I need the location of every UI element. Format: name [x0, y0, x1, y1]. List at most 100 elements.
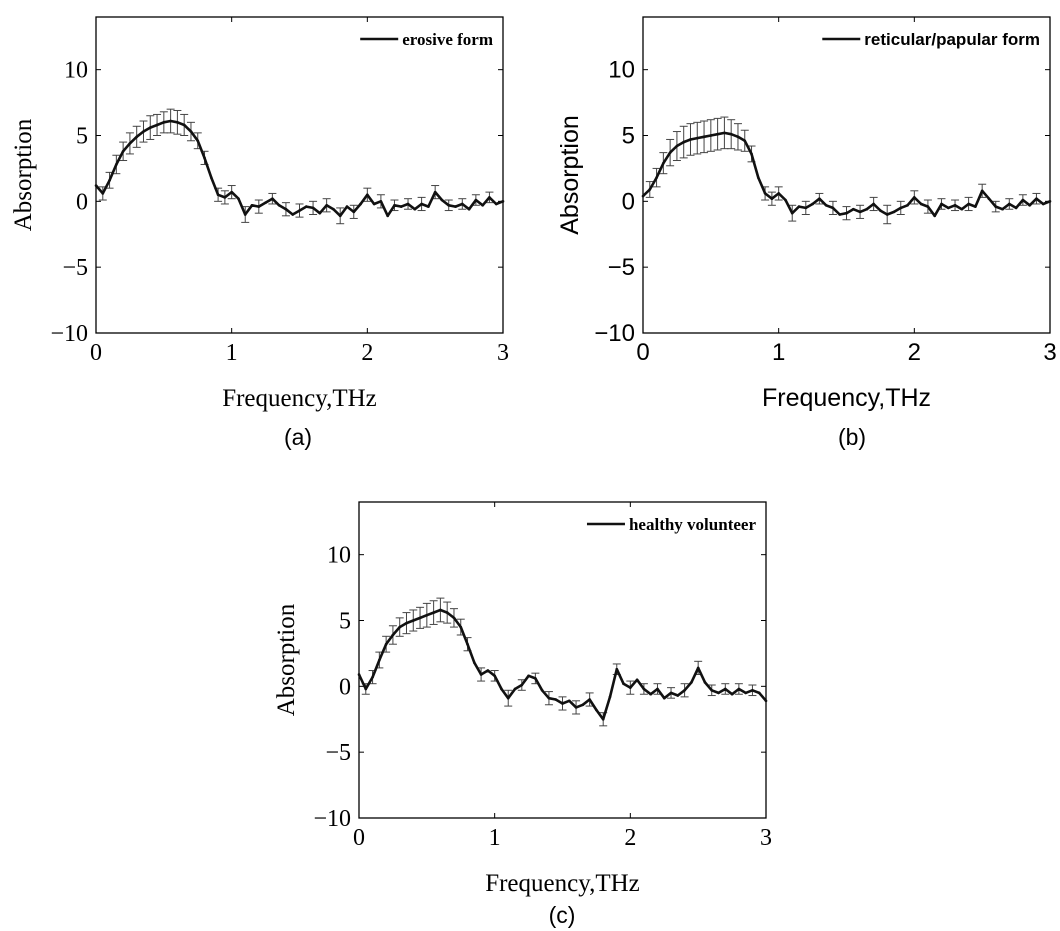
data-point	[797, 205, 801, 208]
plot-frame	[358, 501, 767, 819]
data-point	[770, 197, 774, 200]
data-point	[445, 611, 449, 614]
chart-panel-a: 0 1 2 3 −10 −5 0 5 10 Frequency,THz Absorption (a) e…	[10, 16, 509, 450]
data-point	[682, 140, 685, 144]
data-point	[466, 642, 469, 646]
data-point	[554, 698, 558, 701]
data-point	[764, 699, 768, 703]
y-tick-label: −10	[313, 806, 351, 832]
chart-panel-b: 0 1 2 3 −10 −5 0 5 10 Frequency,THz Absorption (b) r…	[556, 16, 1057, 450]
data-point	[427, 205, 430, 208]
data-point	[744, 691, 747, 695]
data-point	[994, 205, 998, 208]
data-point	[1035, 197, 1038, 200]
y-tick-label: −10	[50, 321, 88, 347]
data-point	[919, 202, 923, 206]
data-point	[311, 206, 315, 210]
x-tick-label: 2	[624, 825, 636, 851]
data-point	[148, 126, 152, 129]
data-point	[366, 193, 369, 197]
data-point	[784, 198, 787, 202]
y-axis-label: Absorption	[273, 603, 300, 716]
x-tick-label: 1	[489, 825, 501, 851]
data-point	[641, 194, 645, 198]
data-point	[622, 682, 625, 685]
panel-caption: (c)	[549, 902, 576, 928]
data-point	[250, 203, 254, 207]
data-point	[668, 151, 672, 154]
data-point	[378, 658, 381, 662]
x-axis-label: Frequency,THz	[762, 384, 931, 412]
panel-caption: (a)	[284, 424, 312, 450]
data-point	[696, 666, 700, 670]
data-point	[777, 192, 780, 195]
data-point	[196, 139, 200, 143]
data-point	[763, 192, 767, 195]
data-point	[486, 669, 490, 672]
data-point	[237, 197, 240, 200]
data-point	[108, 178, 111, 182]
data-point	[811, 202, 814, 206]
data-point	[155, 123, 159, 127]
data-point	[885, 213, 889, 216]
data-point	[601, 717, 605, 721]
data-point	[683, 688, 686, 692]
data-point	[1048, 200, 1052, 203]
data-point	[790, 211, 794, 215]
data-point	[588, 698, 591, 701]
data-point	[432, 611, 435, 614]
data-point	[121, 150, 125, 153]
data-point	[364, 687, 368, 691]
data-point	[325, 203, 328, 207]
data-point	[332, 207, 335, 211]
y-tick-label: −5	[325, 740, 351, 766]
data-point	[398, 625, 402, 629]
data-point	[743, 139, 747, 143]
x-axis-label: Frequency,THz	[485, 870, 640, 897]
x-tick-label: 0	[353, 825, 365, 851]
data-point	[481, 203, 484, 207]
data-point	[933, 214, 936, 218]
y-axis-label: Absorption	[556, 115, 584, 235]
data-point	[845, 211, 848, 215]
data-point	[384, 642, 388, 646]
data-point	[615, 667, 619, 671]
data-point	[547, 696, 551, 700]
y-axis-label: Absorption	[10, 118, 37, 231]
plot-frame	[95, 16, 504, 334]
data-point	[899, 206, 903, 210]
data-point	[371, 675, 374, 679]
data-point	[540, 688, 544, 692]
y-tick-label: 0	[622, 188, 635, 215]
data-point	[513, 687, 517, 691]
x-axis-label: Frequency,THz	[222, 385, 377, 412]
data-point	[439, 608, 442, 612]
data-point	[101, 192, 105, 195]
data-point	[724, 687, 727, 691]
data-point	[284, 207, 288, 211]
data-point	[488, 196, 491, 199]
data-point	[561, 702, 564, 705]
data-point	[662, 161, 665, 165]
y-tick-label: −5	[62, 255, 88, 281]
data-point	[703, 681, 707, 684]
data-point	[440, 198, 444, 202]
data-point	[216, 193, 220, 197]
y-tick-label: 10	[327, 543, 351, 569]
data-point	[379, 200, 383, 203]
y-tick-label: 0	[76, 189, 88, 215]
data-point	[493, 674, 496, 678]
data-point	[804, 206, 808, 210]
legend: erosive form	[360, 30, 493, 49]
data-point	[372, 202, 376, 206]
data-point	[534, 677, 537, 680]
data-point	[730, 692, 734, 696]
data-point	[135, 135, 138, 139]
data-point	[818, 197, 821, 200]
data-point	[716, 132, 719, 136]
data-point	[879, 209, 882, 212]
data-point	[872, 202, 875, 206]
data-point	[1028, 203, 1031, 207]
legend-label: erosive form	[402, 30, 493, 49]
data-point	[291, 213, 295, 216]
